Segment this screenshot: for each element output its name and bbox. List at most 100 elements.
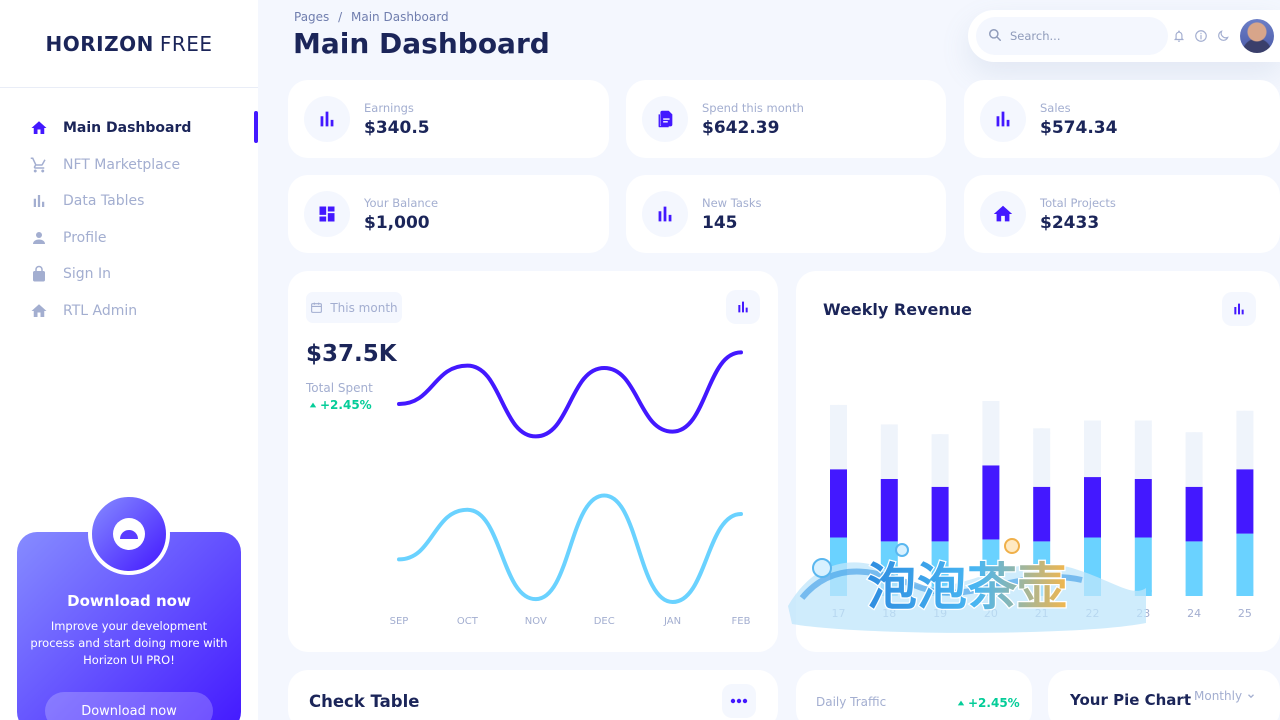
more-horizontal-icon [730,698,748,704]
dashboard-icon [304,191,350,237]
sidebar-item-profile[interactable]: Profile [0,220,258,257]
x-tick-label: 25 [1238,607,1252,620]
download-button[interactable]: Download now [45,692,213,720]
bar-cap-top [880,424,898,435]
bar-cap-top [931,434,949,445]
pie-chart-card [1048,670,1280,720]
brand-edition: FREE [159,31,213,56]
stat-card-balance: Your Balance $1,000 [288,175,609,253]
bar-segment [830,404,847,470]
breadcrumb-current[interactable]: Main Dashboard [351,10,449,24]
line-series-2 [397,493,743,605]
chip-label: This month [330,300,398,315]
bar-segment [1185,486,1203,542]
sidebar-item-label: Data Tables [63,193,145,210]
x-tick-label: 24 [1187,607,1201,620]
x-tick-label: FEB [732,616,751,627]
promo-logo [88,493,170,575]
sidebar-item-data-tables[interactable]: Data Tables [0,183,258,220]
avatar[interactable] [1240,19,1274,53]
bar-segment [1236,533,1254,596]
bar-chart-icon [304,96,350,142]
bar-segment [1236,469,1254,534]
stat-card-spend: Spend this month $642.39 [626,80,946,158]
search-box[interactable] [976,17,1168,55]
home-icon [30,119,48,137]
page-title: Main Dashboard [293,27,550,60]
promo-title: Download now [67,592,191,610]
active-indicator [254,111,258,143]
bar-segment [1236,410,1254,470]
pie-chart-title: Your Pie Chart [1070,691,1191,709]
bar-segment [1134,479,1152,538]
bar-segment [931,434,949,487]
bar-chart-icon [980,96,1026,142]
stat-card-sales: Sales $574.34 [964,80,1280,158]
sidebar-item-label: Profile [63,229,107,246]
sidebar-item-label: Main Dashboard [63,120,192,137]
total-spent-card [288,271,778,652]
bar-cap-top [830,404,847,415]
bar-chart-icon [642,191,688,237]
bar-segment [880,424,898,479]
stat-label: Earnings [364,100,414,115]
stat-label: Sales [1040,100,1071,115]
x-tick-label: NOV [525,616,547,627]
sidebar-item-sign-in[interactable]: Sign In [0,256,258,293]
sidebar-item-main-dashboard[interactable]: Main Dashboard [0,110,258,147]
info-icon[interactable] [1190,25,1212,47]
home-icon [30,302,48,320]
stat-value: $642.39 [702,117,780,138]
period-select[interactable]: Monthly [1194,689,1256,703]
x-tick-label: JAN [663,616,681,627]
sidebar-item-label: NFT Marketplace [63,156,181,173]
x-tick-label: OCT [457,616,479,627]
line-chart: SEP OCT NOV DEC JAN FEB [390,350,751,627]
total-spent-chart-button[interactable] [726,290,760,324]
search-input[interactable] [1010,29,1150,43]
bell-icon[interactable] [1168,25,1190,47]
promo-text: Improve your development process and sta… [30,619,228,667]
stat-card-earnings: Earnings $340.5 [288,80,609,158]
breadcrumb-root[interactable]: Pages [294,10,330,24]
total-spent-value: $37.5K [306,341,397,367]
growth-value: +2.45% [968,696,1020,710]
breadcrumb: Pages / Main Dashboard [294,10,449,24]
this-month-chip[interactable]: This month [306,292,402,323]
calendar-icon [311,302,323,313]
period-select-value: Monthly [1194,689,1243,703]
bar-segment [931,541,949,596]
check-table-title: Check Table [309,692,420,711]
daily-traffic-card [796,670,1032,720]
weekly-revenue-chart-button[interactable] [1222,292,1256,326]
daily-traffic-growth: +2.45% [957,696,1020,710]
bar-cap-top [1134,420,1152,431]
chevron-down-icon [1248,694,1254,699]
sidebar-item-nft-marketplace[interactable]: NFT Marketplace [0,147,258,184]
bar-chart-icon [30,192,48,210]
weekly-revenue-title: Weekly Revenue [823,300,972,319]
stat-value: $340.5 [364,117,430,138]
breadcrumb-separator: / [338,10,343,24]
growth-value: +2.45% [320,398,372,412]
moon-icon[interactable] [1212,25,1234,47]
more-options-button[interactable] [722,684,756,718]
sidebar: HORIZON FREE Main Dashboard NFT Marketpl… [0,0,258,720]
bar-cap-top [982,401,1000,411]
stat-label: Spend this month [702,100,804,115]
sidebar-item-label: RTL Admin [63,302,138,319]
top-toolbar [968,10,1280,62]
brand-logo[interactable]: HORIZON FREE [0,0,258,88]
bar-segment [1134,537,1152,596]
daily-traffic-label: Daily Traffic [816,695,887,709]
bar-segment [1185,541,1203,596]
bar-cap-bottom [1236,586,1254,596]
bar-cap-top [1084,420,1101,431]
total-spent-growth: +2.45% [309,398,372,412]
bar-cap-bottom [1185,586,1203,596]
bar-cap-top [1033,428,1051,439]
search-icon [988,27,1002,46]
brand-name: HORIZON [45,31,154,56]
sidebar-item-rtl-admin[interactable]: RTL Admin [0,293,258,330]
bar-segment [1134,420,1152,479]
